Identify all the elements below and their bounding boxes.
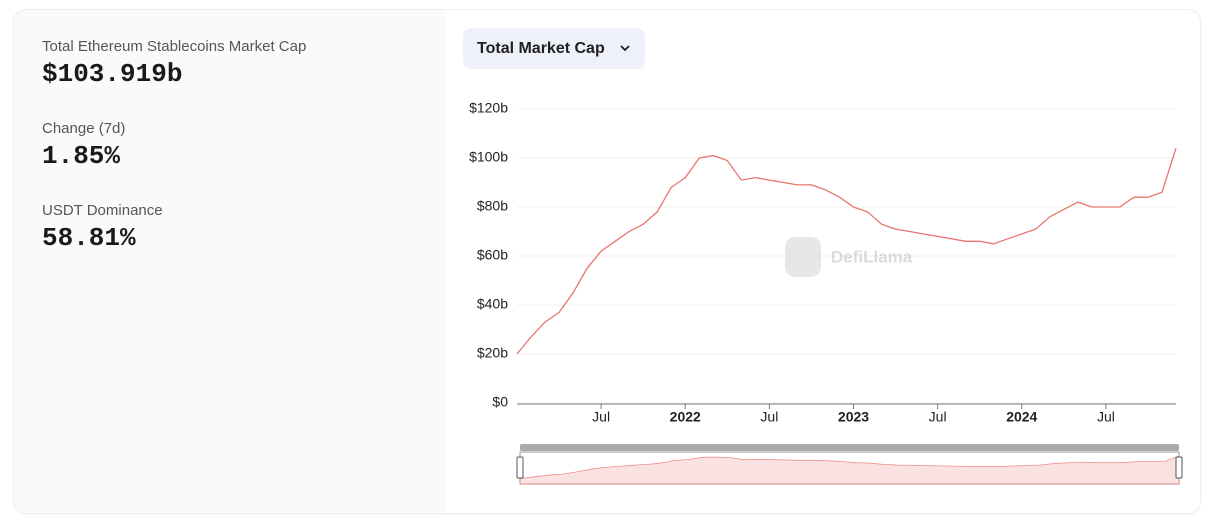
stat-label: USDT Dominance	[42, 202, 163, 219]
stat-value: 58.81%	[42, 223, 136, 253]
chart: $0 $20b $40b $60b $80b $100b $120b Jul 2022 Jul 20…	[469, 100, 1183, 485]
x-tick-label: 2023	[838, 409, 869, 425]
metric-dropdown[interactable]: Total Market Cap	[463, 28, 645, 69]
stat: USDT Dominance 58.81%	[42, 202, 163, 253]
brush-handle[interactable]	[516, 456, 524, 479]
stat-value: 1.85%	[42, 141, 121, 171]
stat: Change (7d) 1.85%	[42, 120, 125, 171]
stat: Total Ethereum Stablecoins Market Cap $1…	[42, 38, 306, 89]
stat-label: Total Ethereum Stablecoins Market Cap	[42, 38, 307, 55]
brush-handle[interactable]	[1175, 456, 1183, 479]
y-tick-label: $60b	[477, 247, 508, 263]
x-tick-label: 2022	[670, 409, 701, 425]
chevron	[620, 45, 630, 52]
y-tick-label: $40b	[477, 296, 508, 312]
x-tick-label: Jul	[1097, 409, 1115, 425]
y-tick-label: $80b	[477, 198, 508, 214]
y-tick-label: $120b	[469, 100, 508, 116]
dropdown-label: Total Market Cap	[477, 40, 605, 57]
stat-value: $103.919b	[42, 59, 183, 89]
stat-label: Change (7d)	[42, 120, 126, 137]
watermark: DefiLlama	[785, 237, 913, 277]
y-tick-label: $100b	[469, 149, 508, 165]
x-tick-label: Jul	[592, 409, 610, 425]
y-tick-label: $20b	[477, 345, 508, 361]
x-tick-label: 2024	[1006, 409, 1037, 425]
x-tick-label: Jul	[929, 409, 947, 425]
series-line	[516, 148, 1177, 355]
card: Total Ethereum Stablecoins Market Cap $1…	[14, 10, 1200, 513]
stats-panel: Total Ethereum Stablecoins Market Cap $1…	[14, 10, 445, 513]
brush-bar	[520, 444, 1179, 451]
x-tick-label: Jul	[760, 409, 778, 425]
brush-area	[519, 455, 1180, 485]
watermark-logo	[785, 237, 821, 277]
watermark-text: DefiLlama	[831, 247, 913, 266]
y-tick-label: $0	[492, 394, 508, 410]
